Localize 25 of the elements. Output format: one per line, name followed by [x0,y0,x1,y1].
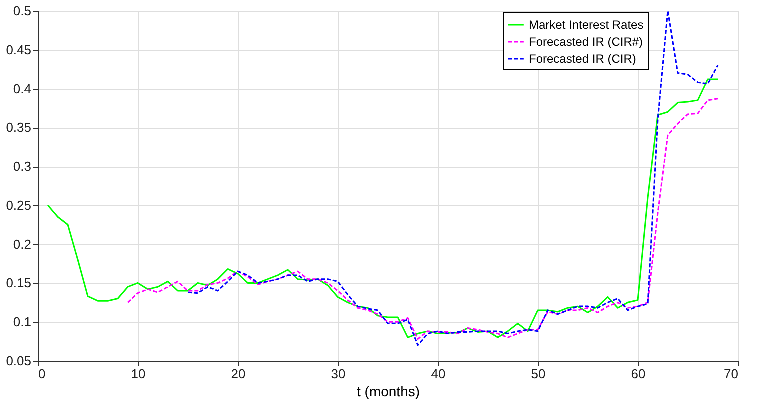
y-tick-label: 0.05 [6,354,32,368]
x-tick-label: 20 [231,366,246,382]
y-tick-label: 0.4 [13,81,32,96]
x-tick-label: 70 [724,366,738,382]
x-tick-label: 10 [131,366,146,382]
y-tick-label: 0.5 [13,4,32,18]
y-tick-label: 0.35 [6,120,32,136]
x-tick-label: 40 [431,366,446,382]
x-tick-label: 60 [631,366,646,382]
x-axis-title: t (months) [356,384,420,400]
y-tick-label: 0.1 [13,314,32,330]
y-tick-label: 0.3 [13,159,32,174]
line-series [127,98,719,340]
y-tick-label: 0.2 [13,236,32,252]
x-tick-label: 30 [331,366,346,382]
x-tick-label: 50 [531,366,546,382]
legend-label: Forecasted IR (CIR#) [529,35,644,49]
line-series [187,11,719,346]
legend-label: Market Interest Rates [529,18,644,32]
x-tick-label: 0 [38,366,46,382]
y-tick-label: 0.15 [6,276,32,291]
legend-label: Forecasted IR (CIR) [529,52,636,66]
y-tick-label: 0.45 [6,42,32,58]
y-tick-label: 0.25 [6,198,32,213]
line-series [47,78,719,338]
